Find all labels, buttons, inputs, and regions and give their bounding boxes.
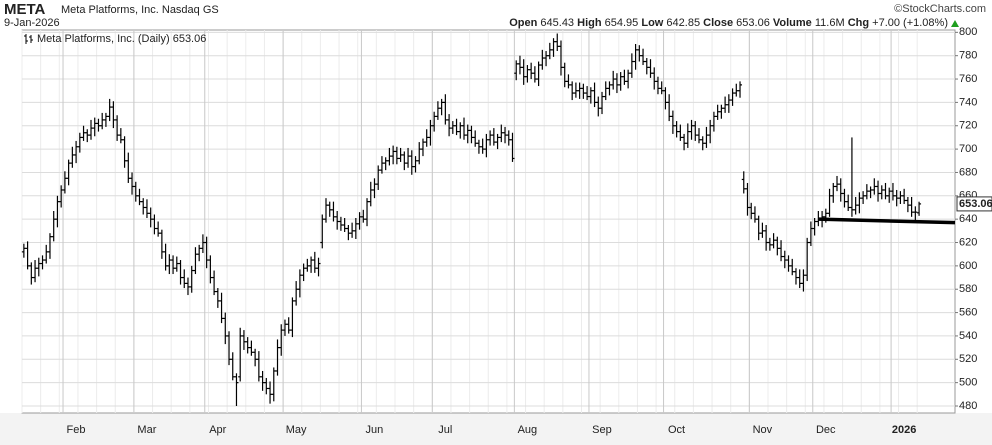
x-tick-label: Jun <box>366 424 384 436</box>
x-tick-label: Feb <box>67 424 86 436</box>
y-tick-label: 540 <box>959 330 977 342</box>
credit: ©StockCharts.com <box>894 3 986 15</box>
quote-label: Close <box>703 17 733 29</box>
quote-value: 653.06 <box>736 17 770 29</box>
quote-value: 11.6M <box>815 17 845 29</box>
y-tick-label: 720 <box>959 120 977 132</box>
y-tick-label: 500 <box>959 377 977 389</box>
y-tick-label: 620 <box>959 236 977 248</box>
quote-label: High <box>577 17 602 29</box>
last-price-label: 653.06 <box>959 198 992 210</box>
company: Meta Platforms, Inc. Nasdaq GS <box>61 4 219 16</box>
quote-label: Chg <box>848 17 869 29</box>
trendline <box>818 217 956 225</box>
y-tick-label: 640 <box>959 213 977 225</box>
y-tick-label: 700 <box>959 143 977 155</box>
symbol: META <box>4 1 46 18</box>
legend-value: 653.06 <box>173 33 207 45</box>
quote-label: Open <box>509 17 537 29</box>
x-tick-label: Jul <box>438 424 452 436</box>
x-tick-label: May <box>286 424 307 436</box>
company-name: Meta Platforms, Inc. <box>61 4 159 16</box>
up-arrow <box>951 20 959 27</box>
quote: Open 645.43 High 654.95 Low 642.85 Close… <box>509 17 948 29</box>
date: 9-Jan-2026 <box>4 17 60 29</box>
y-tick-label: 520 <box>959 353 977 365</box>
exchange: Nasdaq GS <box>162 4 219 16</box>
y-tick-label: 780 <box>959 50 977 62</box>
y-tick-label: 680 <box>959 166 977 178</box>
quote-value: 654.95 <box>605 17 639 29</box>
axis-band <box>0 413 992 445</box>
last-price-box <box>956 196 992 212</box>
quote-label: Volume <box>773 17 812 29</box>
quote-label: Low <box>641 17 663 29</box>
y-tick-label: 800 <box>959 26 977 38</box>
legend-icon <box>24 34 33 44</box>
price-bars <box>21 33 922 406</box>
y-tick-label: 580 <box>959 283 977 295</box>
y-tick-label: 740 <box>959 96 977 108</box>
y-tick-label: 760 <box>959 73 977 85</box>
x-tick-label: Oct <box>668 424 685 436</box>
x-tick-label: 2026 <box>892 424 916 436</box>
x-tick-label: Nov <box>753 424 773 436</box>
x-tick-label: Sep <box>592 424 612 436</box>
quote-value: +7.00 (+1.08%) <box>872 17 948 29</box>
x-tick-label: Apr <box>209 424 226 436</box>
x-tick-label: Aug <box>518 424 538 436</box>
y-tick-label: 560 <box>959 306 977 318</box>
quote-value: 642.85 <box>666 17 700 29</box>
y-tick-label: 600 <box>959 260 977 272</box>
legend-name: Meta Platforms, Inc. (Daily) <box>37 33 170 45</box>
legend: Meta Platforms, Inc. (Daily) 653.06 <box>37 33 206 45</box>
x-tick-label: Dec <box>816 424 836 436</box>
quote-value: 645.43 <box>540 17 574 29</box>
x-tick-label: Mar <box>137 424 156 436</box>
y-tick-label: 480 <box>959 400 977 412</box>
